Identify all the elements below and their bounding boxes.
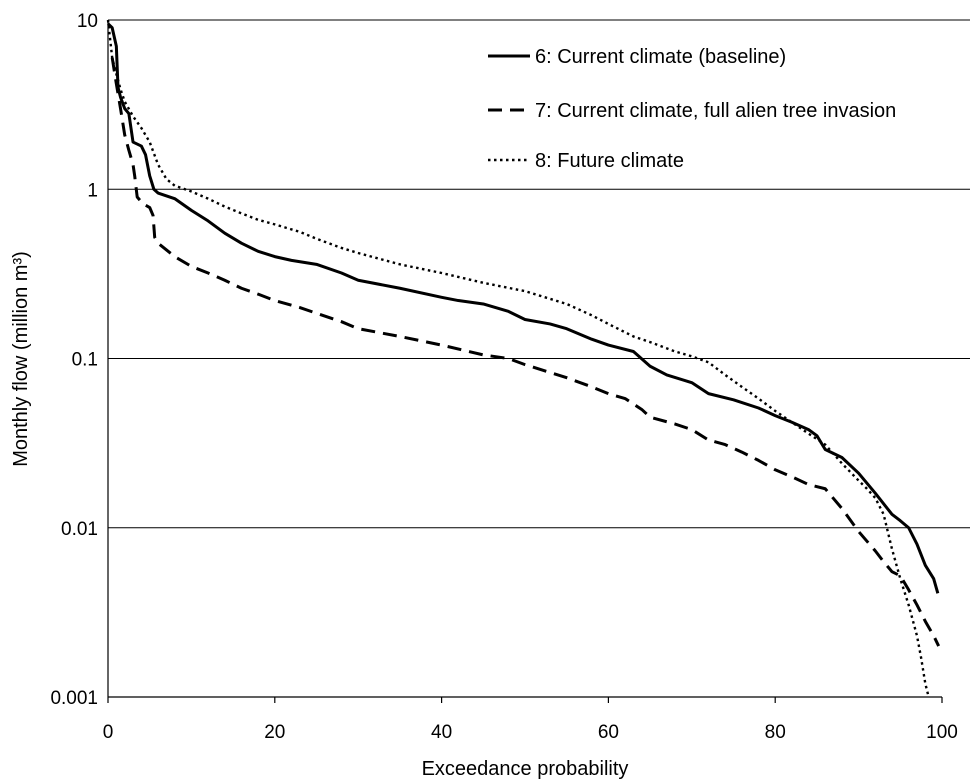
y-axis-title: Monthly flow (million m³) [10, 251, 32, 467]
legend: 6: Current climate (baseline) 7: Current … [488, 46, 896, 172]
x-axis-title: Exceedance probability [422, 758, 629, 780]
x-tick-label: 100 [926, 722, 958, 743]
y-tick-label: 1 [87, 180, 98, 201]
y-tick-label: 0.001 [50, 688, 98, 709]
y-ticks: 0.001 0.01 0.1 1 10 [50, 11, 98, 709]
series-line-8 [106, 19, 930, 698]
x-tick-label: 60 [598, 722, 619, 743]
x-tick-label: 40 [431, 722, 452, 743]
x-tick-label: 20 [264, 722, 285, 743]
legend-label: 8: Future climate [535, 150, 684, 172]
series-line-7 [110, 57, 941, 647]
gridlines [108, 19, 970, 529]
x-tick-label: 80 [765, 722, 786, 743]
legend-label: 7: Current climate, full alien tree inva… [535, 100, 896, 122]
series-group [106, 19, 941, 698]
y-tick-label: 10 [77, 11, 98, 32]
x-ticks: 0 20 40 60 80 100 [103, 697, 958, 743]
y-tick-label: 0.1 [72, 350, 98, 371]
y-tick-label: 0.01 [61, 519, 98, 540]
legend-label: 6: Current climate (baseline) [535, 46, 786, 68]
axes [107, 20, 942, 698]
x-tick-label: 0 [103, 722, 114, 743]
series-line-6 [106, 22, 940, 594]
